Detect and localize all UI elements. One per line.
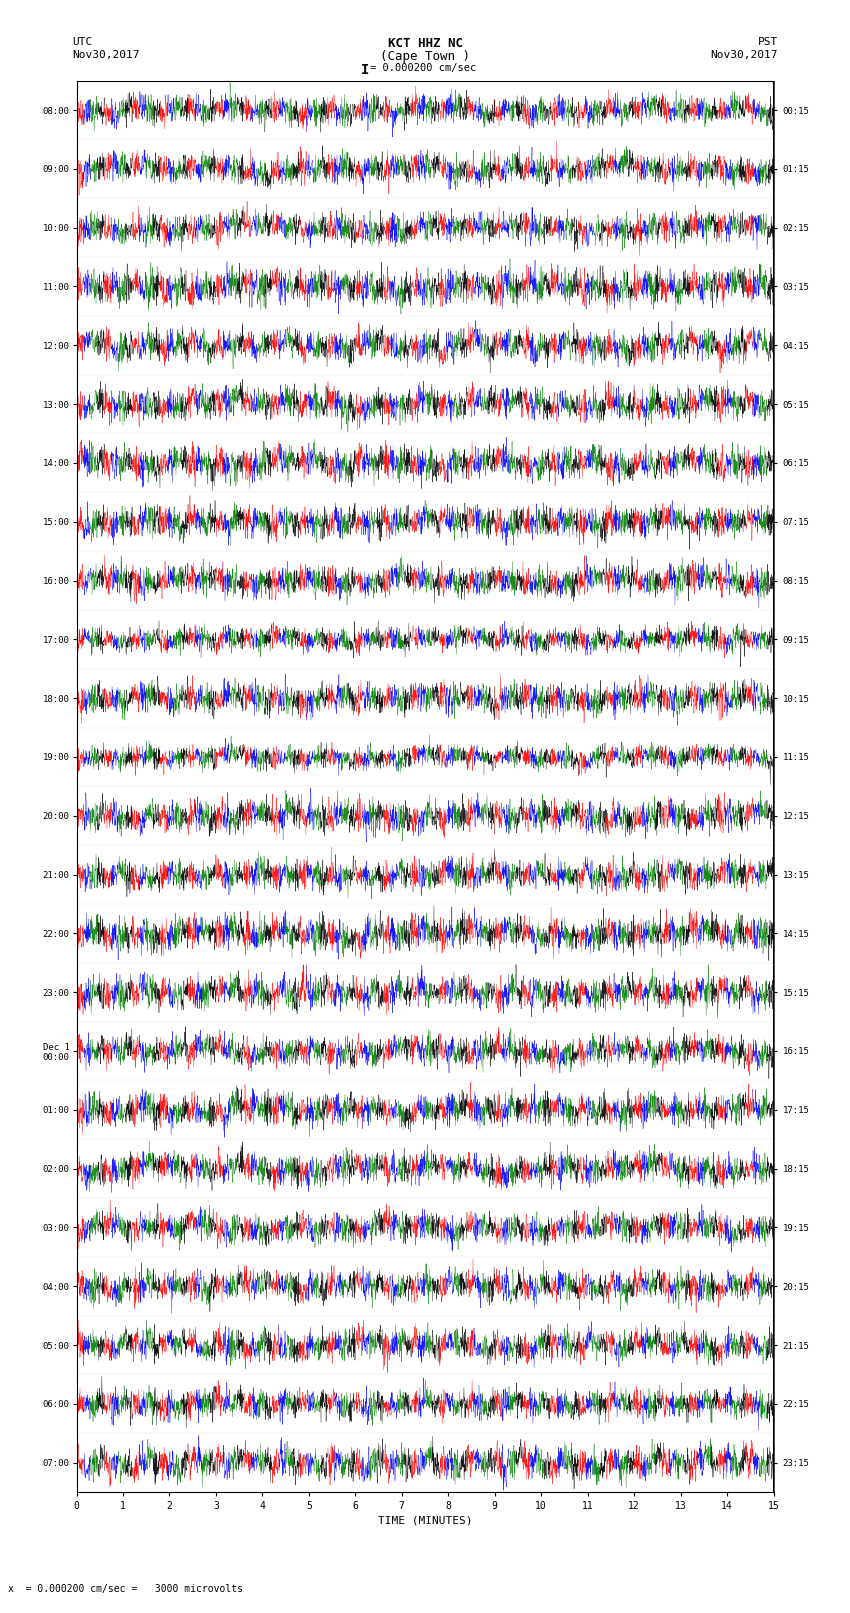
Text: KCT HHZ NC: KCT HHZ NC — [388, 37, 462, 50]
Text: I: I — [361, 63, 370, 77]
Text: = 0.000200 cm/sec: = 0.000200 cm/sec — [370, 63, 476, 73]
Text: Nov30,2017: Nov30,2017 — [711, 50, 778, 60]
Text: Nov30,2017: Nov30,2017 — [72, 50, 139, 60]
Text: UTC: UTC — [72, 37, 93, 47]
Text: PST: PST — [757, 37, 778, 47]
Text: x  = 0.000200 cm/sec =   3000 microvolts: x = 0.000200 cm/sec = 3000 microvolts — [8, 1584, 243, 1594]
X-axis label: TIME (MINUTES): TIME (MINUTES) — [377, 1515, 473, 1526]
Text: (Cape Town ): (Cape Town ) — [380, 50, 470, 63]
